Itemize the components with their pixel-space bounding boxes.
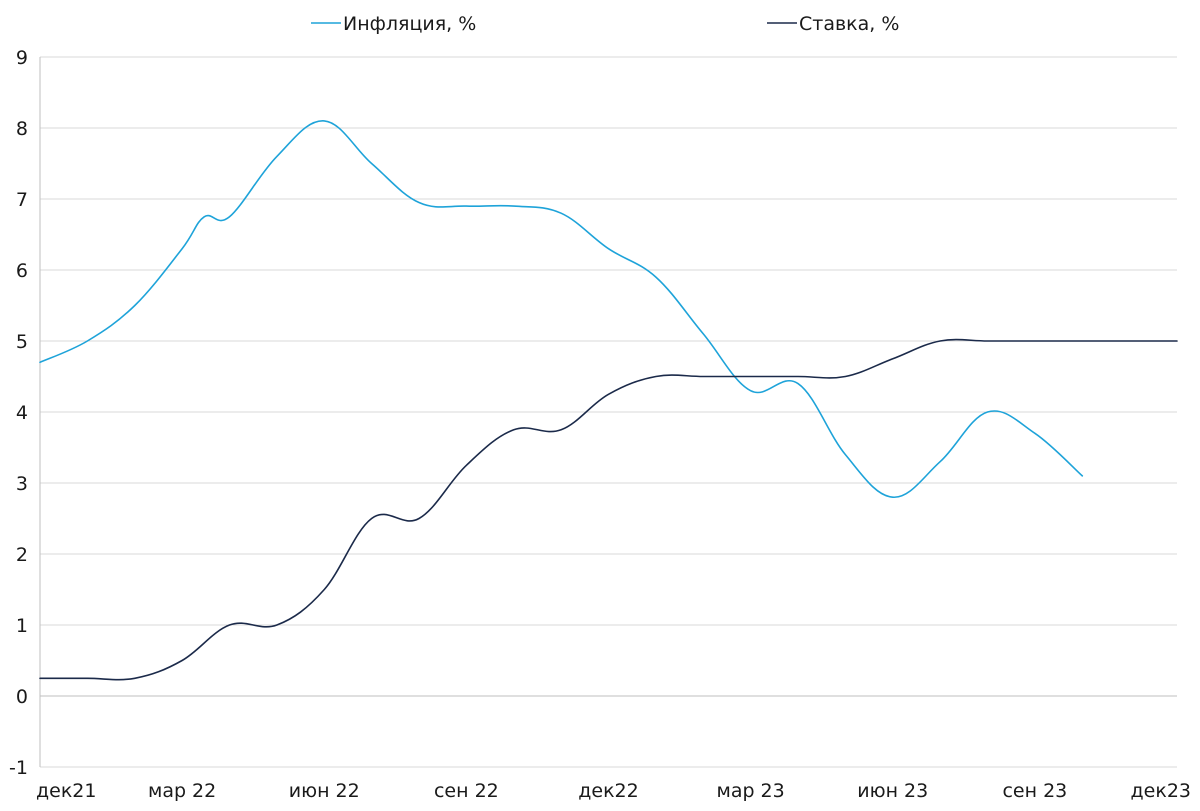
legend: Инфляция, % Ставка, % xyxy=(311,13,899,35)
legend-label-inflation: Инфляция, % xyxy=(343,13,476,35)
series-line-rate xyxy=(39,338,1178,681)
y-tick-label: 5 xyxy=(16,331,28,353)
y-tick-label: 2 xyxy=(16,544,28,566)
y-tick-label: 0 xyxy=(16,686,28,708)
y-tick-label: 1 xyxy=(16,615,28,637)
x-tick-label: мар 22 xyxy=(148,780,216,802)
y-tick-label: 7 xyxy=(16,189,28,211)
y-tick-label: 9 xyxy=(16,47,28,69)
x-tick-label: сен 22 xyxy=(434,780,499,802)
y-tick-label: 6 xyxy=(16,260,28,282)
x-tick-label: дек23 xyxy=(1131,780,1191,802)
x-tick-label: сен 23 xyxy=(1002,780,1067,802)
x-tick-label: дек21 xyxy=(36,780,96,802)
series-layer xyxy=(39,120,1178,681)
series-line-inflation xyxy=(39,120,1084,499)
grid-layer xyxy=(39,56,1177,768)
y-tick-label: 3 xyxy=(16,473,28,495)
x-tick-label: июн 23 xyxy=(857,780,928,802)
x-tick-label: дек22 xyxy=(578,780,638,802)
legend-label-rate: Ставка, % xyxy=(799,13,899,35)
x-axis-ticks: дек21 мар 22 июн 22 сен 22 дек22 мар 23 июн 23… xyxy=(36,780,1191,802)
y-tick-label: 4 xyxy=(16,402,28,424)
y-axis-ticks: 9 8 7 6 5 4 3 2 1 0 -1 xyxy=(9,47,28,779)
y-tick-label: 8 xyxy=(16,118,28,140)
y-tick-label: -1 xyxy=(9,757,28,779)
x-tick-label: мар 23 xyxy=(716,780,784,802)
x-tick-label: июн 22 xyxy=(289,780,360,802)
